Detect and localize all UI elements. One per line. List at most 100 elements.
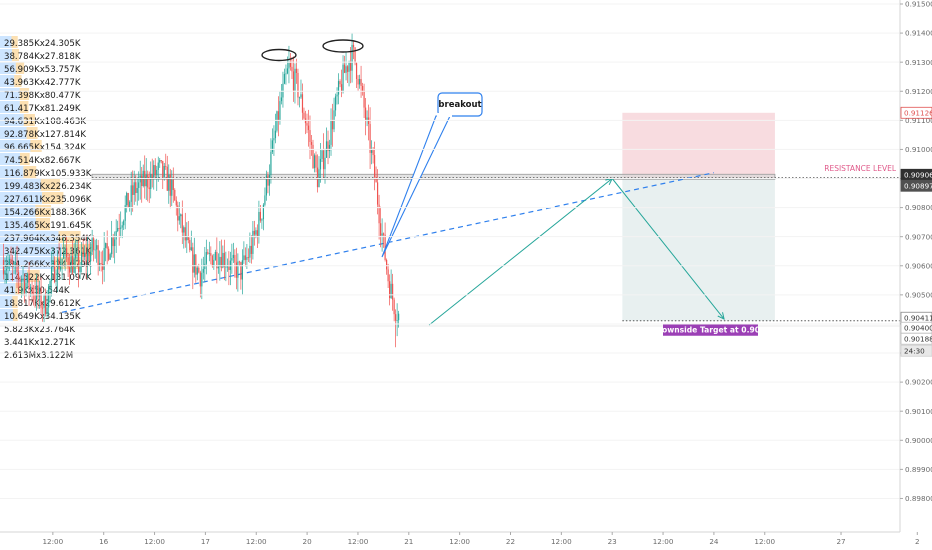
candle-body [307,125,310,131]
volume-profile-label: 116.879Kx105.933K [4,169,92,179]
candle-body [8,258,11,265]
downside-target-label: Downside Target at 0.904 [656,326,766,335]
forecast-arrowhead-down [717,312,725,320]
price-tick-label: 0.91000 [905,145,932,154]
time-tick-label: 12:00 [754,537,775,546]
volume-profile-label: 199.483Kx226.234K [4,182,92,192]
candle-body [247,257,249,258]
volume-profile-label: 71.398Kx80.477K [4,91,81,101]
candle-body [10,258,12,264]
candle-body [381,233,383,236]
take-profit-zone[interactable] [622,179,775,321]
volume-profile-label: 38.784Kx27.818K [4,52,81,62]
price-tag-label: 0.90411 [904,313,932,322]
price-axis[interactable]: 0.91500 0.91400 0.91300 0.91200 0.91100 0.910… [0,0,932,532]
candle-body [357,79,359,85]
candle-body [7,264,9,269]
candle-body [14,261,17,264]
breakout-callout-box[interactable] [437,92,483,117]
volume-profile-bar-down [23,166,37,178]
candle-body [208,253,210,254]
candle-body [103,247,105,270]
time-tick-label: 22 [506,537,515,546]
candle-body [162,161,164,177]
candle-body [105,243,107,248]
resistance-band[interactable] [91,173,776,180]
price-tick-label: 0.90500 [905,290,932,299]
annotations[interactable]: breakout RESISTANCE LEVEL Downside Target … [261,39,897,336]
candle-body [183,227,185,233]
candle-body [214,251,216,260]
candle-body [270,151,272,176]
time-tick-label: 16 [99,537,109,546]
candle-body [177,205,179,221]
candle-body [81,251,83,267]
candle-body [384,234,386,260]
candle-body [265,175,268,196]
candle-body [44,295,47,314]
time-tick-label: 2 [915,537,920,546]
candle-body [340,84,343,92]
price-tag-label: 0.90400 [904,323,932,332]
candle-body [337,81,340,95]
top-ellipse-1[interactable] [261,48,297,62]
candle-body [82,251,84,258]
price-tick-label: 0.89800 [905,494,932,503]
candle-body [108,248,110,260]
candle-body [364,107,367,120]
candle-body [159,160,161,163]
candle-body [160,160,162,162]
time-tick-label: 12:00 [449,537,470,546]
time-tick-label: 21 [404,537,413,546]
candle-body [360,79,362,86]
price-tick-label: 0.91100 [905,116,932,125]
candle-body [5,268,8,271]
candle-body [4,270,6,275]
candle-body [40,287,42,308]
price-tag-bg [900,332,932,345]
candle-body [280,97,283,102]
candle-body [372,150,374,156]
candle-body [322,150,325,170]
candle-body [316,167,319,188]
price-tick-label: 0.91400 [905,29,932,38]
candle-body [392,283,394,300]
candle-body [38,287,41,297]
time-tick-label: 12:00 [653,537,674,546]
top-ellipse-2[interactable] [322,39,364,53]
candle-body [168,174,170,191]
candle-body [276,111,278,131]
volume-profile-label: 2.613Mx3.122M [4,351,73,361]
candle-body [16,261,18,273]
candle-body [201,272,203,287]
candle-body [47,286,50,308]
time-tick-label: 17 [201,537,210,546]
candle-body [145,174,147,187]
time-tick-label: 12:00 [348,537,369,546]
time-axis[interactable]: 12:00 16 12:00 17 12:00 20 12:00 21 12:00 22 12:00… [0,531,920,546]
candle-body [297,72,299,98]
candle-body [301,94,304,113]
candle-body [267,175,269,186]
candle-body [396,320,398,322]
volume-profile-bar-up [0,283,16,295]
volume-profile-label: 29.385Kx24.305K [4,39,81,49]
position-zones[interactable] [622,112,775,321]
candle-body [244,255,246,260]
candle-body [41,307,44,309]
stop-loss-zone[interactable] [622,112,775,180]
candle-body [277,111,280,121]
candle-body [292,71,295,91]
candle-body [241,260,243,280]
candle-body [184,227,186,241]
candle-body [349,62,352,71]
candle-body [178,216,180,221]
volume-profile-bar-up [0,309,13,321]
candle-body [306,123,308,126]
candle-body [169,174,171,196]
price-tick-label: 0.90100 [905,407,932,416]
price-tag-bg [900,179,932,192]
candle-body [273,138,275,141]
candle-body [72,256,74,273]
candle-body [219,256,221,267]
